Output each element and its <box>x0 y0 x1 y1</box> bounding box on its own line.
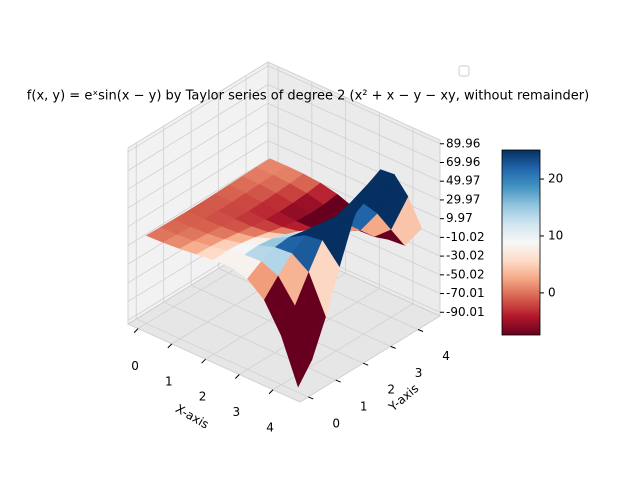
y-tick <box>308 396 314 400</box>
y-tick <box>362 362 369 366</box>
x-tick-label: 0 <box>131 359 139 373</box>
colorbar-tick-label: 0 <box>548 285 556 299</box>
surface-face <box>280 305 313 388</box>
colorbar-tick-label: 20 <box>548 172 563 186</box>
grid-line <box>127 121 269 209</box>
z-tick-label: 89.96 <box>446 136 480 150</box>
y-tick <box>417 329 424 332</box>
z-tick-label: -30.02 <box>446 249 485 263</box>
grid-line <box>267 102 441 182</box>
x-tick <box>201 358 206 364</box>
z-tick-label: -50.02 <box>446 267 485 281</box>
grid-line <box>267 121 441 201</box>
legend-box <box>458 65 470 77</box>
x-tick-label: 1 <box>165 374 173 388</box>
x-tick-label: 4 <box>266 420 274 434</box>
x-tick <box>268 389 274 395</box>
z-tick-label: 9.97 <box>446 211 473 225</box>
z-tick-label: -90.01 <box>446 305 485 319</box>
z-tick-label: 69.96 <box>446 155 480 169</box>
colorbar <box>501 149 541 336</box>
x-axis-label: X-axis <box>173 402 211 432</box>
x-tick <box>234 374 240 379</box>
x-tick <box>167 343 173 349</box>
z-tick-label: 29.97 <box>446 192 480 206</box>
z-tick-label: -70.01 <box>446 286 485 300</box>
y-tick <box>335 379 341 383</box>
grid-line <box>127 84 269 171</box>
y-tick-label: 4 <box>442 349 450 363</box>
grid-line <box>267 65 441 145</box>
y-tick-label: 2 <box>387 383 395 397</box>
y-tick <box>390 345 396 349</box>
z-tick-label: 49.97 <box>446 174 480 188</box>
grid-line <box>127 102 269 190</box>
z-tick-label: -10.02 <box>446 230 485 244</box>
grid-line <box>127 159 269 246</box>
y-tick-label: 1 <box>360 400 368 414</box>
chart-title: f(x, y) = eˣsin(x − y) by Taylor series … <box>27 89 589 104</box>
y-tick-label: 0 <box>332 416 340 430</box>
y-tick-label: 3 <box>415 366 423 380</box>
grid-line <box>127 65 269 153</box>
x-tick <box>133 328 139 333</box>
colorbar-tick-label: 10 <box>548 228 563 242</box>
x-tick-label: 2 <box>199 390 207 404</box>
x-tick-label: 3 <box>232 405 240 419</box>
axes-panes <box>127 61 441 403</box>
surface <box>145 158 423 388</box>
grid-line <box>136 318 309 398</box>
grid-line <box>267 84 441 163</box>
grid-line <box>127 140 269 228</box>
